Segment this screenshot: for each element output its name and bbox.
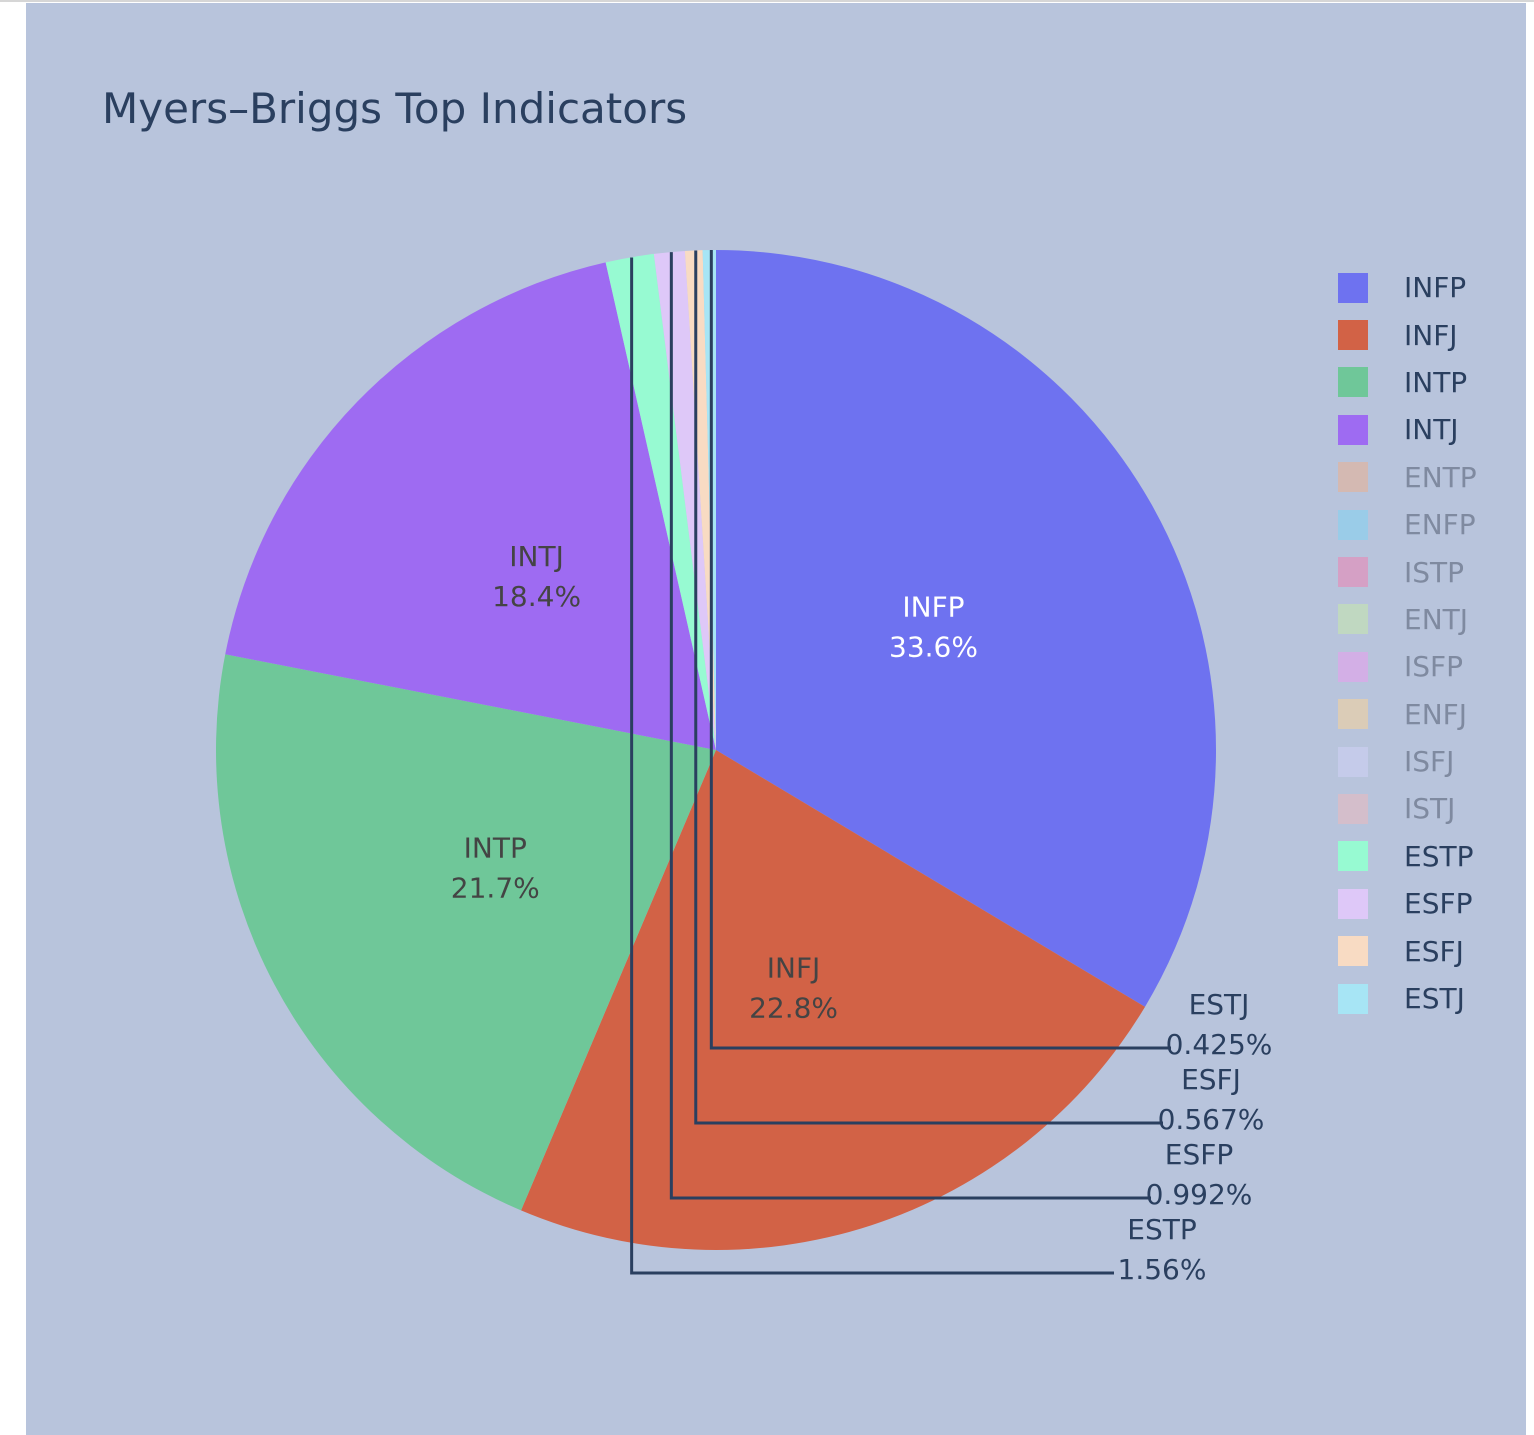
- legend-item-istp[interactable]: ISTP: [1338, 548, 1477, 595]
- legend-label: INFJ: [1404, 318, 1458, 352]
- legend-swatch: [1338, 888, 1368, 919]
- legend-item-intp[interactable]: INTP: [1338, 359, 1477, 406]
- legend-label: ENFP: [1404, 508, 1476, 542]
- legend-item-estj[interactable]: ESTJ: [1338, 975, 1477, 1022]
- legend-item-istj[interactable]: ISTJ: [1338, 785, 1477, 832]
- legend-item-estp[interactable]: ESTP: [1338, 833, 1477, 880]
- legend-item-esfp[interactable]: ESFP: [1338, 880, 1477, 927]
- leader-line-esfp: [669, 252, 1151, 1200]
- leader-lines: [630, 250, 1171, 1275]
- legend-item-infp[interactable]: INFP: [1338, 264, 1477, 311]
- chart-title: Myers–Briggs Top Indicators: [102, 84, 688, 133]
- legend-item-enfp[interactable]: ENFP: [1338, 501, 1477, 548]
- legend-swatch: [1338, 746, 1368, 777]
- legend-label: ESTP: [1404, 839, 1474, 873]
- legend-label: ISTP: [1404, 555, 1465, 589]
- legend-item-infj[interactable]: INFJ: [1338, 311, 1477, 358]
- legend-swatch: [1338, 414, 1368, 445]
- slice-percent-estp: 1.56%: [1118, 1253, 1207, 1286]
- slice-percent-estj: 0.425%: [1166, 1028, 1273, 1061]
- slice-labels: INFP 33.6% INFJ 22.8% INTP 21.7% INTJ 18.4% ESTJ…: [451, 540, 1273, 1286]
- legend-swatch: [1338, 462, 1368, 493]
- pie-slice-intp[interactable]: [215, 654, 716, 1211]
- legend-item-entj[interactable]: ENTJ: [1338, 596, 1477, 643]
- legend-swatch: [1338, 936, 1368, 967]
- pie-slice-esfp[interactable]: [653, 250, 716, 750]
- slice-label-infp: INFP: [902, 591, 964, 624]
- slice-label-estj: ESTJ: [1189, 988, 1250, 1021]
- leader-line-estp: [630, 257, 1114, 1275]
- legend-swatch: [1338, 509, 1368, 540]
- legend-swatch: [1338, 793, 1368, 824]
- legend-label: ESFP: [1404, 887, 1473, 921]
- legend-item-isfj[interactable]: ISFJ: [1338, 738, 1477, 785]
- legend-label: ISFP: [1404, 650, 1464, 684]
- pie-slice-intj[interactable]: [225, 262, 717, 750]
- legend-swatch: [1338, 272, 1368, 303]
- pie-slice-infj[interactable]: [521, 750, 1146, 1250]
- legend-label: ISFJ: [1404, 745, 1455, 779]
- slice-percent-infp: 33.6%: [889, 631, 978, 664]
- legend-swatch: [1338, 367, 1368, 398]
- legend-label: ENFJ: [1404, 697, 1467, 731]
- top-divider: [0, 0, 1534, 2]
- legend-item-intj[interactable]: INTJ: [1338, 406, 1477, 453]
- pie-slice-estp[interactable]: [605, 253, 716, 750]
- leader-line-esfj: [694, 250, 1163, 1125]
- pie-slices: [215, 250, 1216, 1250]
- slice-percent-infj: 22.8%: [749, 992, 838, 1025]
- legend-item-entp[interactable]: ENTP: [1338, 454, 1477, 501]
- slice-percent-esfp: 0.992%: [1146, 1178, 1253, 1211]
- legend-swatch: [1338, 699, 1368, 730]
- legend-label: ESFJ: [1404, 934, 1464, 968]
- legend-label: ESTJ: [1404, 982, 1465, 1016]
- legend-swatch: [1338, 557, 1368, 588]
- slice-label-esfj: ESFJ: [1181, 1063, 1241, 1096]
- legend-label: ISTJ: [1404, 792, 1456, 826]
- legend-swatch: [1338, 983, 1368, 1014]
- legend-label: INTJ: [1404, 413, 1459, 447]
- slice-percent-esfj: 0.567%: [1158, 1103, 1265, 1136]
- legend-item-esfj[interactable]: ESFJ: [1338, 927, 1477, 974]
- pie-slice-esfj[interactable]: [684, 250, 716, 750]
- legend-swatch: [1338, 651, 1368, 682]
- slice-label-infj: INFJ: [767, 952, 821, 985]
- legend-swatch: [1338, 841, 1368, 872]
- legend-label: ENTP: [1404, 460, 1477, 494]
- slice-label-estp: ESTP: [1127, 1213, 1196, 1246]
- legend-item-isfp[interactable]: ISFP: [1338, 643, 1477, 690]
- legend-label: INTP: [1404, 365, 1468, 399]
- legend-label: ENTJ: [1404, 602, 1468, 636]
- legend-label: INFP: [1404, 271, 1467, 305]
- slice-percent-intp: 21.7%: [451, 871, 540, 904]
- slice-percent-intj: 18.4%: [492, 580, 581, 613]
- legend-swatch: [1338, 320, 1368, 351]
- slice-label-intj: INTJ: [509, 540, 564, 573]
- leader-line-estj: [709, 250, 1171, 1050]
- pie-slice-infp[interactable]: [716, 250, 1216, 1007]
- legend-swatch: [1338, 604, 1368, 635]
- slice-label-esfp: ESFP: [1165, 1138, 1233, 1171]
- slice-label-intp: INTP: [464, 831, 527, 864]
- legend: INFP INFJ INTP INTJ ENTP ENFP ISTP ENTJ ISFP ENFJ…: [1338, 264, 1477, 1022]
- legend-item-enfj[interactable]: ENFJ: [1338, 691, 1477, 738]
